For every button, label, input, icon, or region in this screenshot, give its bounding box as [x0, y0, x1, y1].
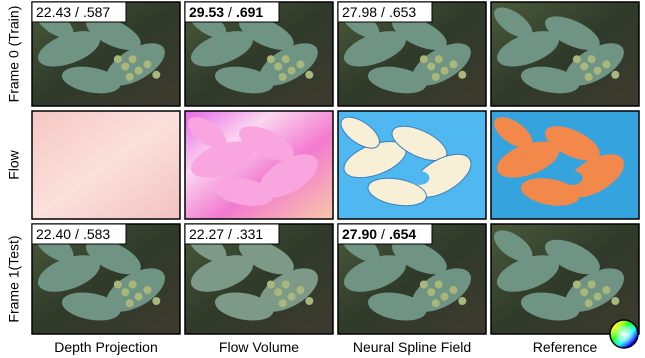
berry — [274, 62, 282, 70]
berry — [420, 55, 428, 63]
image-cell — [183, 111, 333, 219]
berry — [573, 55, 581, 63]
berry — [458, 71, 466, 79]
color-wheel-center — [611, 321, 637, 347]
ssim: .583 — [83, 226, 110, 242]
image-cell — [489, 224, 639, 334]
berry — [267, 281, 275, 289]
berry — [267, 55, 275, 63]
separator: / — [75, 226, 79, 242]
berry — [114, 281, 122, 289]
flow-map — [32, 111, 180, 219]
berry — [296, 286, 304, 294]
berry — [288, 67, 296, 75]
berry — [432, 73, 440, 81]
separator: / — [381, 4, 385, 20]
berry — [126, 299, 134, 307]
column-label: Depth Projection — [54, 339, 158, 355]
psnr: 22.43 — [36, 4, 71, 20]
ssim: .587 — [83, 4, 110, 20]
image-cell — [489, 2, 639, 106]
berry — [152, 297, 160, 305]
berry — [129, 281, 137, 289]
berry — [296, 60, 304, 68]
berry — [585, 73, 593, 81]
ssim: .653 — [389, 4, 416, 20]
berry — [126, 73, 134, 81]
psnr: 22.27 — [189, 226, 224, 242]
berry — [441, 67, 449, 75]
berry — [114, 55, 122, 63]
row-label: Flow — [6, 149, 22, 179]
berry — [420, 281, 428, 289]
berry — [611, 297, 619, 305]
berry — [279, 73, 287, 81]
berry — [449, 286, 457, 294]
berry — [427, 62, 435, 70]
hole — [562, 171, 582, 185]
berry — [121, 288, 129, 296]
row-label: Frame 0 (Train) — [6, 6, 22, 103]
separator: / — [228, 226, 232, 242]
hole — [409, 171, 429, 185]
separator: / — [381, 226, 385, 242]
berry — [432, 299, 440, 307]
ssim: .654 — [389, 226, 416, 242]
berry — [282, 55, 290, 63]
berry — [121, 62, 129, 70]
berry — [135, 293, 143, 301]
berry — [441, 293, 449, 301]
berry — [602, 286, 610, 294]
image-cell — [336, 111, 486, 219]
separator: / — [75, 4, 79, 20]
separator: / — [228, 4, 232, 20]
berry — [129, 55, 137, 63]
berry — [594, 67, 602, 75]
berry — [274, 288, 282, 296]
image-cell — [489, 111, 639, 219]
berry — [435, 281, 443, 289]
psnr: 27.90 — [342, 226, 377, 242]
figure: 22.43/.58729.53/.69127.98/.65322.40/.583… — [0, 0, 645, 358]
berry — [143, 60, 151, 68]
column-label: Reference — [533, 339, 598, 355]
psnr: 22.40 — [36, 226, 71, 242]
berry — [449, 60, 457, 68]
berry — [580, 288, 588, 296]
berry — [152, 71, 160, 79]
berry — [435, 55, 443, 63]
berry — [305, 71, 313, 79]
berry — [458, 297, 466, 305]
ssim: .691 — [236, 4, 263, 20]
image-cell — [32, 111, 180, 219]
psnr: 27.98 — [342, 4, 377, 20]
berry — [588, 281, 596, 289]
berry — [594, 293, 602, 301]
berry — [585, 299, 593, 307]
berry — [282, 281, 290, 289]
berry — [288, 293, 296, 301]
berry — [580, 62, 588, 70]
berry — [588, 55, 596, 63]
berry — [573, 281, 581, 289]
berry — [143, 286, 151, 294]
berry — [135, 67, 143, 75]
berry — [279, 299, 287, 307]
berry — [427, 288, 435, 296]
column-label: Flow Volume — [219, 339, 299, 355]
ssim: .331 — [236, 226, 263, 242]
row-label: Frame 1(Test) — [6, 235, 22, 322]
psnr: 29.53 — [189, 4, 224, 20]
berry — [611, 71, 619, 79]
berry — [305, 297, 313, 305]
column-label: Neural Spline Field — [353, 339, 471, 355]
berry — [602, 60, 610, 68]
